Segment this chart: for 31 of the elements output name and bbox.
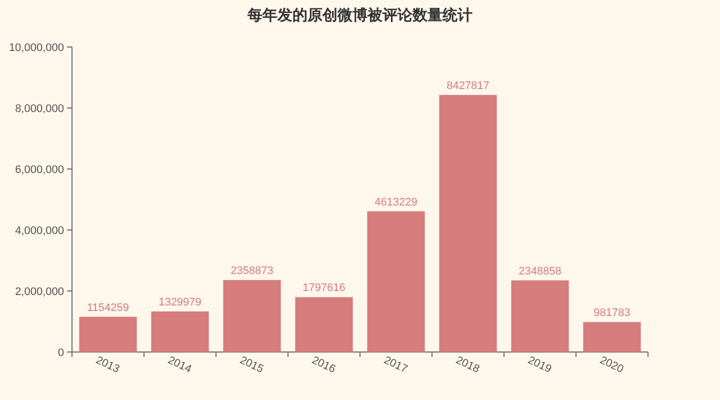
data-label: 1154259 — [86, 302, 130, 314]
y-tick-label: 10,000,000 — [8, 42, 64, 54]
y-tick-label: 8,000,000 — [15, 103, 64, 115]
bar — [223, 280, 281, 352]
x-tick-label: 2019 — [526, 354, 554, 376]
y-tick-label: 2,000,000 — [15, 286, 64, 298]
x-tick-label: 2015 — [238, 354, 266, 376]
x-tick-label: 2020 — [598, 354, 626, 376]
data-label: 981783 — [594, 307, 630, 320]
bar — [511, 280, 569, 352]
data-label: 2348858 — [518, 265, 562, 278]
data-label: 1797616 — [302, 282, 346, 294]
bar — [367, 211, 425, 352]
bar — [583, 322, 641, 352]
data-label: 4613229 — [374, 196, 418, 208]
data-label: 8427817 — [446, 80, 490, 92]
x-tick-label: 2016 — [310, 354, 338, 376]
data-label: 2358873 — [230, 265, 274, 278]
bar — [151, 311, 209, 352]
y-tick-label: 6,000,000 — [15, 164, 64, 176]
y-tick-label: 4,000,000 — [15, 225, 64, 237]
bar — [79, 316, 137, 352]
data-label: 1329979 — [158, 296, 202, 308]
x-tick-label: 2013 — [94, 354, 122, 376]
x-tick-label: 2018 — [454, 354, 482, 376]
chart-title: 每年发的原创微博被评论数量统计 — [246, 7, 472, 24]
x-tick-label: 2017 — [382, 354, 410, 376]
bar — [439, 94, 497, 352]
y-tick-label: 0 — [58, 347, 64, 359]
bar — [295, 297, 353, 352]
x-tick-label: 2014 — [166, 354, 194, 376]
